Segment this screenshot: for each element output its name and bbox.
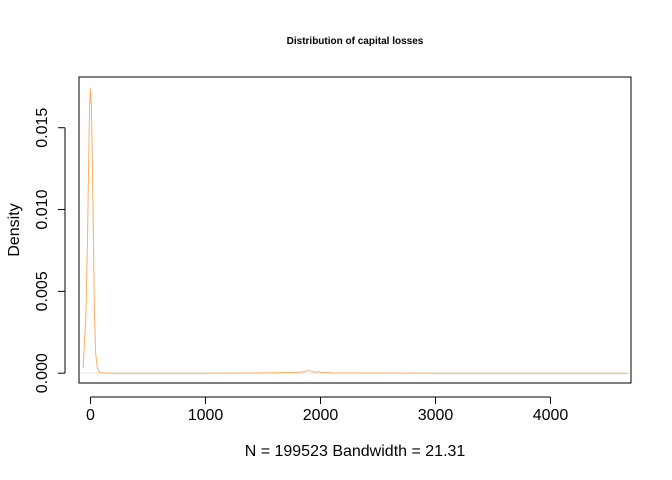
x-tick-label: 3000	[418, 407, 454, 424]
x-axis-label: N = 199523 Bandwidth = 21.31	[245, 443, 466, 460]
y-axis-label: Density	[6, 203, 23, 256]
y-tick-label: 0.010	[34, 189, 51, 229]
x-axis: 0 1000 2000 3000 4000	[86, 396, 569, 424]
y-tick-label: 0.000	[34, 353, 51, 393]
chart-title: Distribution of capital losses	[287, 36, 424, 47]
x-tick-label: 4000	[533, 407, 569, 424]
y-tick-label: 0.015	[34, 108, 51, 148]
y-tick-label: 0.005	[34, 271, 51, 311]
plot-frame	[78, 76, 632, 384]
x-tick-label: 0	[86, 407, 95, 424]
y-axis: 0.000 0.005 0.010 0.015	[34, 108, 66, 393]
x-tick-label: 1000	[188, 407, 224, 424]
density-curve	[82, 88, 628, 374]
x-tick-label: 2000	[303, 407, 339, 424]
